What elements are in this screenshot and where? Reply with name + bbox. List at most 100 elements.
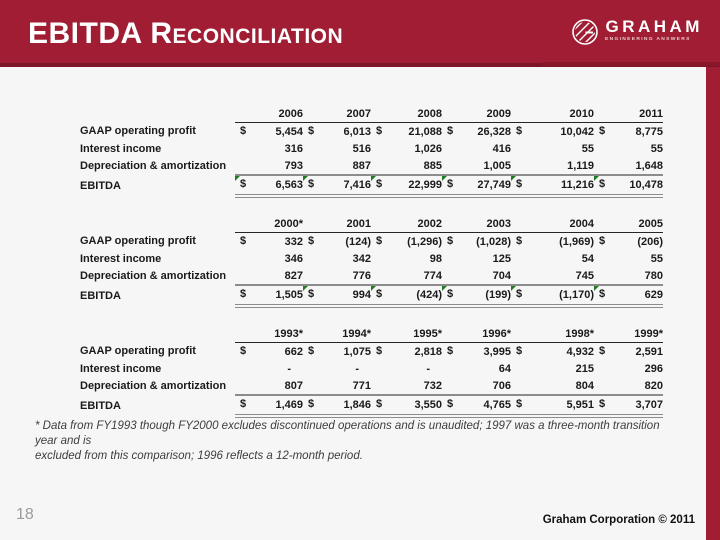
value-cell: 98	[371, 250, 442, 267]
currency-symbol: $	[447, 398, 454, 410]
year-column-header: 2010	[511, 105, 594, 123]
value-cell: 807	[235, 377, 303, 395]
cell-value: 885	[423, 159, 442, 172]
value-cell: $8,775	[594, 123, 663, 141]
footnote-line-2: excluded from this comparison; 1996 refl…	[35, 450, 363, 462]
cell-value: 2,591	[635, 345, 663, 358]
cell-value: 1,026	[414, 142, 442, 155]
cell-value: 27,749	[477, 179, 511, 191]
logo-tagline: ENGINEERING ANSWERS	[605, 36, 692, 42]
value-cell: 706	[442, 377, 511, 395]
value-cell: $2,818	[371, 343, 442, 361]
cell-value: 1,648	[635, 159, 663, 172]
cell-value: 55	[650, 142, 663, 155]
data-row: Depreciation & amortization 793 887 885 1,00…	[80, 157, 663, 175]
page-number: 18	[16, 506, 34, 523]
row-label-header	[80, 215, 235, 233]
value-cell: $ (124)	[303, 233, 371, 251]
value-cell: 54	[511, 250, 594, 267]
cell-value: 820	[644, 379, 663, 392]
currency-symbol: $	[308, 125, 315, 137]
cell-value: 54	[581, 252, 594, 265]
year-column-header: 2004	[511, 215, 594, 233]
cell-value: 1,075	[343, 345, 371, 358]
graham-logo-icon	[570, 17, 600, 47]
value-cell: -	[371, 360, 442, 377]
value-cell: $26,328	[442, 123, 511, 141]
currency-symbol: $	[516, 288, 523, 300]
currency-symbol: $	[516, 125, 523, 137]
value-cell: $5,951	[511, 394, 594, 418]
footnote-line-1: * Data from FY1993 though FY2000 exclude…	[35, 420, 660, 447]
currency-symbol: $	[240, 398, 247, 410]
value-cell: $994	[303, 284, 371, 308]
row-label: EBITDA	[80, 399, 121, 412]
currency-symbol: $	[447, 345, 454, 357]
value-cell: $629	[594, 284, 663, 308]
cell-value: 55	[581, 142, 594, 155]
data-row: Interest income 346 342 98 125 54 55	[80, 250, 663, 267]
year-column-header: 1994*	[303, 325, 371, 343]
cell-value: 804	[575, 379, 594, 392]
value-cell: $ (199)	[442, 284, 511, 308]
data-row: GAAP operating profit $5,454 $6,013 $21,088…	[80, 123, 663, 141]
value-cell: $3,995	[442, 343, 511, 361]
currency-symbol: $	[240, 288, 247, 300]
cell-value: 5,951	[566, 399, 594, 411]
cell-value: 1,469	[275, 399, 303, 411]
value-cell: 827	[235, 267, 303, 285]
cell-value: (1,170)	[559, 289, 594, 301]
cell-value: 807	[284, 379, 303, 392]
row-label: EBITDA	[80, 179, 121, 192]
cell-value: 5,454	[275, 125, 303, 138]
value-cell: 774	[371, 267, 442, 285]
currency-symbol: $	[308, 235, 315, 247]
cell-value: 1,005	[483, 159, 511, 172]
row-label: Interest income	[80, 142, 162, 155]
cell-value: (1,296)	[407, 235, 442, 248]
value-cell: 780	[594, 267, 663, 285]
cell-value: (124)	[345, 235, 371, 248]
value-cell: $7,416	[303, 174, 371, 198]
cell-value: 26,328	[477, 125, 511, 138]
currency-symbol: $	[376, 125, 383, 137]
value-cell: $ (1,028)	[442, 233, 511, 251]
currency-symbol: $	[240, 125, 247, 137]
value-cell: -	[235, 360, 303, 377]
year-column-header: 1995*	[371, 325, 442, 343]
logo-wordmark: GRAHAM	[605, 17, 703, 36]
cell-value: 827	[284, 269, 303, 282]
value-cell: 346	[235, 250, 303, 267]
cell-value: 7,416	[343, 179, 371, 191]
footnote: * Data from FY1993 though FY2000 exclude…	[35, 419, 683, 464]
value-cell: 55	[594, 250, 663, 267]
currency-symbol: $	[308, 288, 315, 300]
data-row: Interest income 316 516 1,026 416 55 55	[80, 140, 663, 157]
cell-value: (199)	[485, 289, 511, 301]
value-cell: 804	[511, 377, 594, 395]
cell-value: (206)	[637, 235, 663, 248]
value-cell: $10,478	[594, 174, 663, 198]
currency-symbol: $	[516, 178, 523, 190]
value-cell: $5,454	[235, 123, 303, 141]
currency-symbol: $	[376, 178, 383, 190]
value-cell: 745	[511, 267, 594, 285]
cell-value: (1,969)	[559, 235, 594, 248]
year-column-header: 2006	[235, 105, 303, 123]
row-label-header	[80, 105, 235, 123]
value-cell: 793	[235, 157, 303, 175]
cell-value: 662	[284, 345, 303, 358]
value-cell: $ (206)	[594, 233, 663, 251]
green-triangle-indicator	[371, 176, 376, 181]
row-label: GAAP operating profit	[80, 235, 196, 248]
value-cell: $662	[235, 343, 303, 361]
value-cell: $1,505	[235, 284, 303, 308]
value-cell: 416	[442, 140, 511, 157]
row-label-header	[80, 325, 235, 343]
currency-symbol: $	[376, 398, 383, 410]
value-cell: 215	[511, 360, 594, 377]
value-cell: $1,469	[235, 394, 303, 418]
cell-value: 1,119	[567, 159, 594, 172]
year-column-header: 2003	[442, 215, 511, 233]
cell-value: -	[287, 362, 291, 375]
